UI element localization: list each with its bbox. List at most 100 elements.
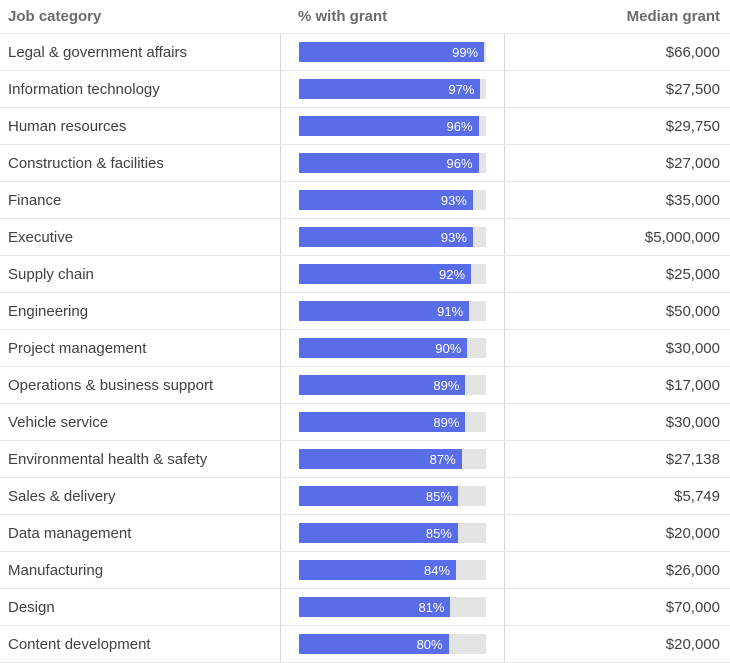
percent-bar-cell: 87%: [280, 441, 505, 477]
table-row: Project management 90% $30,000: [0, 330, 730, 367]
bar-percent-label: 96%: [446, 156, 472, 171]
bar-percent-label: 87%: [430, 452, 456, 467]
header-percent-label: % with grant: [298, 8, 387, 25]
bar-fill: 93%: [299, 227, 473, 247]
bar-track: 96%: [299, 153, 486, 173]
bar-fill: 89%: [299, 412, 465, 432]
percent-bar-cell: 97%: [280, 71, 505, 107]
median-cell: $66,000: [505, 44, 730, 61]
median-cell: $20,000: [505, 636, 730, 653]
bar-track: 96%: [299, 116, 486, 136]
category-cell: Data management: [0, 525, 280, 542]
table-row: Executive 93% $5,000,000: [0, 219, 730, 256]
median-cell: $20,000: [505, 525, 730, 542]
bar-percent-label: 85%: [426, 489, 452, 504]
bar-percent-label: 91%: [437, 304, 463, 319]
median-cell: $27,138: [505, 451, 730, 468]
bar-fill: 89%: [299, 375, 465, 395]
percent-bar-cell: 96%: [280, 145, 505, 181]
table-row: Finance93%$35,000: [0, 182, 730, 219]
bar-track: 85%: [299, 523, 486, 543]
category-cell: Human resources: [0, 118, 280, 135]
category-cell: Project management: [0, 340, 280, 357]
median-cell: $70,000: [505, 599, 730, 616]
bar-track: 80%: [299, 634, 486, 654]
median-cell: $27,000: [505, 155, 730, 172]
table-header-row: Job category % with grant Median grant: [0, 0, 730, 34]
percent-bar-cell: 81%: [280, 589, 505, 625]
category-cell: Legal & government affairs: [0, 44, 280, 61]
bar-percent-label: 89%: [433, 378, 459, 393]
bar-track: 85%: [299, 486, 486, 506]
bar-percent-label: 99%: [452, 45, 478, 60]
table-row: Operations & business support89%$17,000: [0, 367, 730, 404]
table-row: Vehicle service89%$30,000: [0, 404, 730, 441]
category-cell: Design: [0, 599, 280, 616]
table-body: Legal & government affairs 99% $66,000 Info…: [0, 34, 730, 663]
bar-fill: 81%: [299, 597, 450, 617]
category-cell: Engineering: [0, 303, 280, 320]
table-row: Sales & delivery85%$5,749: [0, 478, 730, 515]
percent-bar-cell: 92%: [280, 256, 505, 292]
category-cell: Vehicle service: [0, 414, 280, 431]
table-row: Design 81% $70,000: [0, 589, 730, 626]
bar-percent-label: 81%: [418, 600, 444, 615]
percent-bar-cell: 80%: [280, 626, 505, 662]
bar-percent-label: 84%: [424, 563, 450, 578]
bar-track: 90%: [299, 338, 486, 358]
bar-fill: 92%: [299, 264, 471, 284]
bar-percent-label: 80%: [417, 637, 443, 652]
category-cell: Construction & facilities: [0, 155, 280, 172]
bar-percent-label: 89%: [433, 415, 459, 430]
bar-fill: 80%: [299, 634, 449, 654]
bar-fill: 93%: [299, 190, 473, 210]
bar-fill: 85%: [299, 523, 458, 543]
bar-fill: 97%: [299, 79, 480, 99]
percent-bar-cell: 99%: [280, 34, 505, 70]
median-cell: $5,000,000: [505, 229, 730, 246]
table-row: Information technology97%$27,500: [0, 71, 730, 108]
median-cell: $17,000: [505, 377, 730, 394]
bar-fill: 84%: [299, 560, 456, 580]
bar-track: 87%: [299, 449, 486, 469]
bar-fill: 99%: [299, 42, 484, 62]
bar-fill: 90%: [299, 338, 467, 358]
bar-percent-label: 90%: [435, 341, 461, 356]
bar-percent-label: 92%: [439, 267, 465, 282]
header-median-grant: Median grant: [505, 8, 730, 25]
percent-bar-cell: 85%: [280, 478, 505, 514]
table-row: Data management 85% $20,000: [0, 515, 730, 552]
header-percent-with-grant: % with grant: [280, 0, 505, 33]
bar-fill: 96%: [299, 153, 479, 173]
median-cell: $26,000: [505, 562, 730, 579]
bar-percent-label: 93%: [441, 230, 467, 245]
table-row: Legal & government affairs 99% $66,000: [0, 34, 730, 71]
bar-fill: 87%: [299, 449, 462, 469]
median-cell: $25,000: [505, 266, 730, 283]
median-cell: $29,750: [505, 118, 730, 135]
percent-bar-cell: 84%: [280, 552, 505, 588]
median-cell: $50,000: [505, 303, 730, 320]
median-cell: $30,000: [505, 340, 730, 357]
bar-track: 91%: [299, 301, 486, 321]
percent-bar-cell: 89%: [280, 404, 505, 440]
table-row: Human resources 96% $29,750: [0, 108, 730, 145]
table-row: Supply chain92%$25,000: [0, 256, 730, 293]
bar-track: 89%: [299, 375, 486, 395]
percent-bar-cell: 85%: [280, 515, 505, 551]
bar-percent-label: 97%: [448, 82, 474, 97]
category-cell: Executive: [0, 229, 280, 246]
bar-track: 97%: [299, 79, 486, 99]
table-row: Engineering 91% $50,000: [0, 293, 730, 330]
median-cell: $35,000: [505, 192, 730, 209]
grant-table: Job category % with grant Median grant L…: [0, 0, 730, 663]
bar-fill: 91%: [299, 301, 469, 321]
table-row: Environmental health & safety87%$27,138: [0, 441, 730, 478]
bar-percent-label: 93%: [441, 193, 467, 208]
bar-fill: 85%: [299, 486, 458, 506]
category-cell: Content development: [0, 636, 280, 653]
bar-track: 92%: [299, 264, 486, 284]
table-row: Construction & facilities 96% $27,000: [0, 145, 730, 182]
percent-bar-cell: 96%: [280, 108, 505, 144]
median-cell: $5,749: [505, 488, 730, 505]
